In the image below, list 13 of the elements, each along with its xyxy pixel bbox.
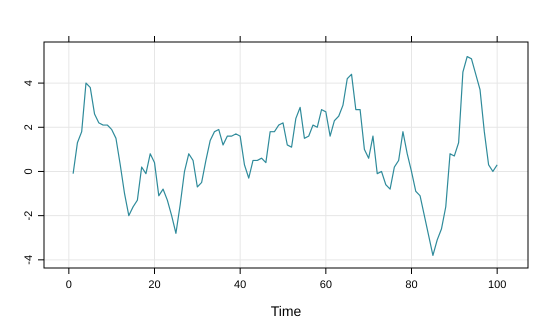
y-tick-label: 0 (23, 168, 35, 175)
y-tick-label: -2 (23, 210, 35, 221)
x-tick-label: 80 (405, 279, 418, 291)
line-series (72, 56, 498, 256)
x-tick-label: 60 (320, 279, 332, 291)
x-tick-label: 0 (66, 279, 72, 291)
y-tick-label: -4 (23, 254, 35, 265)
x-tick-label: 40 (234, 279, 246, 291)
x-axis-title: Time (270, 303, 302, 319)
x-tick-label: 20 (148, 279, 161, 291)
y-tick-label: 4 (23, 80, 35, 86)
x-tick-label: 100 (488, 279, 506, 291)
y-tick-label: 2 (23, 124, 35, 130)
